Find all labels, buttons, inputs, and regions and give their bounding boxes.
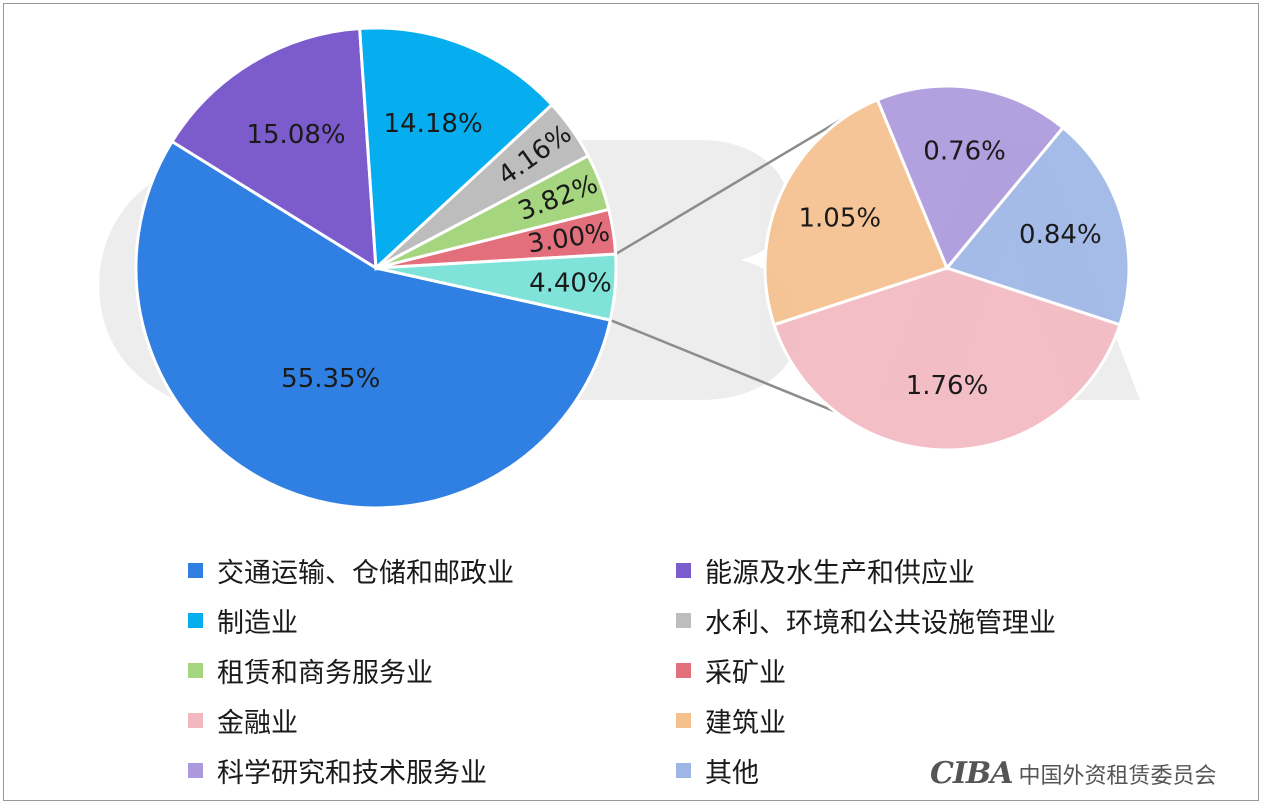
- legend-label: 科学研究和技术服务业: [217, 757, 487, 789]
- sub-pie-label-science: 0.76%: [923, 136, 1006, 166]
- legend-swatch: [188, 612, 203, 628]
- legend-item: 科学研究和技术服务业: [188, 745, 676, 795]
- main-pie-label-others_group: 4.40%: [529, 269, 612, 299]
- legend-item: 采矿业: [676, 645, 1146, 695]
- legend-swatch: [676, 762, 691, 778]
- legend-label: 水利、环境和公共设施管理业: [705, 607, 1056, 639]
- legend-label: 租赁和商务服务业: [217, 657, 433, 689]
- sub-pie-slice-construction: [763, 97, 950, 327]
- main-pie-slice-manufacturing: [358, 26, 555, 272]
- legend-swatch: [676, 562, 691, 578]
- main-pie-label-transport: 55.35%: [281, 364, 380, 394]
- sub-pie: 1.76% 1.05% 0.76% 0.84%: [763, 84, 1131, 452]
- main-pie-label-manufacturing: 14.18%: [384, 109, 483, 139]
- main-pie-slice-others_group: [375, 252, 618, 322]
- legend-item: 租赁和商务服务业: [188, 645, 676, 695]
- connector-line-bottom: [609, 318, 836, 413]
- legend-label: 能源及水生产和供应业: [705, 557, 975, 589]
- legend-label: 制造业: [217, 607, 298, 639]
- legend-label: 建筑业: [705, 707, 786, 739]
- legend-swatch: [188, 562, 203, 578]
- main-pie-slice-transport: [134, 139, 613, 510]
- legend-swatch: [188, 662, 203, 678]
- sub-pie-label-construction: 1.05%: [798, 204, 881, 234]
- sub-pie-slice-other: [944, 125, 1131, 327]
- sub-pie-slice-science: [875, 84, 1066, 271]
- legend-label: 金融业: [217, 707, 298, 739]
- legend-item: 制造业: [188, 595, 676, 645]
- ciba-logo: CIBA: [930, 756, 1014, 791]
- brand-org-name: 中国外资租赁委员会: [1018, 763, 1217, 789]
- legend-swatch: [676, 662, 691, 678]
- main-pie-slice-energy: [169, 26, 378, 271]
- legend-item: 其他: [676, 745, 1146, 795]
- sub-pie-label-finance: 1.76%: [906, 371, 989, 401]
- main-pie: 55.35%15.08% 14.18% 4.16%3.82%3.00%4.40%: [134, 26, 618, 510]
- sub-pie-slice-finance: [772, 266, 1122, 452]
- connector-line-top: [614, 104, 866, 256]
- legend-swatch: [676, 612, 691, 628]
- legend-label: 采矿业: [705, 657, 786, 689]
- legend-item: 金融业: [188, 695, 676, 745]
- legend-item: 水利、环境和公共设施管理业: [676, 595, 1146, 645]
- brand-footer: CIBA 中国外资租赁委员会: [930, 756, 1217, 791]
- legend-item: 建筑业: [676, 695, 1146, 745]
- legend-swatch: [188, 762, 203, 778]
- chart-legend: 交通运输、仓储和邮政业 能源及水生产和供应业制造业 水利、环境和公共设施管理业租赁和…: [188, 545, 1148, 795]
- legend-label: 交通运输、仓储和邮政业: [217, 557, 514, 589]
- legend-swatch: [188, 712, 203, 728]
- legend-item: 能源及水生产和供应业: [676, 545, 1146, 595]
- sub-pie-label-other: 0.84%: [1019, 220, 1102, 250]
- main-pie-label-energy: 15.08%: [246, 120, 345, 150]
- pie-connector-lines: [609, 104, 866, 413]
- legend-item: 交通运输、仓储和邮政业: [188, 545, 676, 595]
- legend-swatch: [676, 712, 691, 728]
- legend-label: 其他: [705, 757, 759, 789]
